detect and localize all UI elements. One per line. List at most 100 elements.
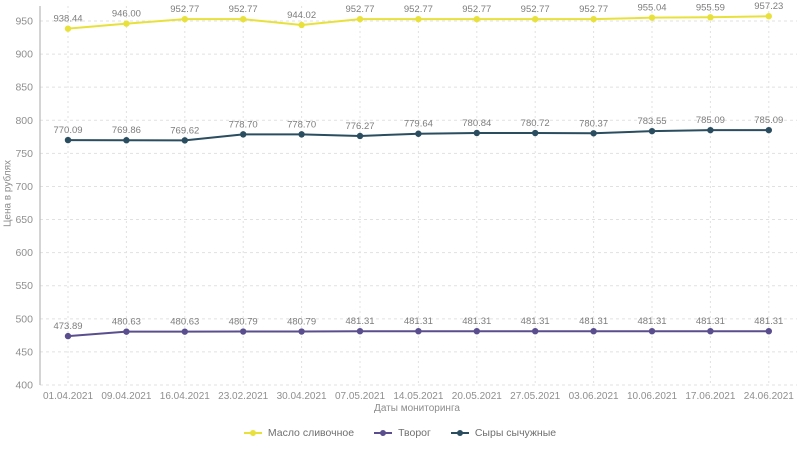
x-tick-label: 24.06.2021 bbox=[744, 391, 794, 402]
legend-item-rennet-cheese[interactable]: Сыры сычужные bbox=[450, 427, 557, 439]
data-point-label: 770.09 bbox=[53, 125, 82, 136]
y-tick-label: 500 bbox=[15, 313, 33, 325]
data-point-label: 480.63 bbox=[112, 317, 141, 328]
data-point-label: 955.04 bbox=[637, 3, 666, 14]
data-point-label: 783.55 bbox=[637, 116, 666, 127]
y-tick-label: 850 bbox=[15, 82, 33, 94]
y-tick-label: 450 bbox=[15, 346, 33, 358]
data-point-marker bbox=[64, 332, 72, 340]
data-point-marker bbox=[181, 328, 188, 335]
y-axis-title: Цена в рублях bbox=[2, 160, 14, 228]
data-point-label: 769.62 bbox=[170, 125, 199, 136]
data-point-marker bbox=[123, 137, 130, 144]
data-point-marker bbox=[765, 126, 772, 134]
data-point-marker bbox=[532, 15, 539, 23]
data-point-marker bbox=[240, 15, 247, 23]
x-tick-label: 07.05.2021 bbox=[335, 391, 385, 402]
plot-area: 400 450 500 550 600 650 700 750 800 850 900 950 01.0… bbox=[15, 1, 797, 402]
data-point-label: 769.86 bbox=[112, 125, 141, 136]
legend-marker-cottage-cheese-icon bbox=[374, 430, 393, 436]
data-point-marker bbox=[181, 137, 188, 144]
data-point-marker bbox=[473, 327, 480, 335]
data-point-label: 955.59 bbox=[696, 2, 725, 13]
x-axis-title: Даты мониторинга bbox=[374, 403, 460, 414]
data-point-marker bbox=[707, 327, 714, 335]
data-point-marker bbox=[648, 14, 656, 21]
data-point-marker bbox=[240, 131, 247, 138]
data-point-marker bbox=[590, 327, 597, 335]
data-point-label: 481.31 bbox=[637, 316, 666, 327]
data-point-marker bbox=[473, 15, 480, 23]
legend-item-cottage-cheese[interactable]: Творог bbox=[374, 427, 431, 439]
legend-marker-rennet-cheese-icon bbox=[450, 430, 469, 436]
data-point-label: 944.02 bbox=[287, 10, 316, 21]
data-point-marker bbox=[64, 136, 72, 144]
data-point-marker bbox=[240, 328, 247, 335]
data-point-marker bbox=[298, 21, 305, 29]
y-tick-label: 750 bbox=[15, 148, 33, 160]
data-point-marker bbox=[590, 130, 597, 137]
data-point-marker bbox=[123, 20, 130, 27]
y-tick-label: 550 bbox=[15, 280, 33, 292]
x-tick-label: 16.04.2021 bbox=[160, 391, 210, 402]
data-point-label: 785.09 bbox=[754, 115, 783, 126]
data-point-label: 952.77 bbox=[404, 4, 433, 15]
data-point-marker bbox=[298, 131, 305, 138]
data-point-label: 952.77 bbox=[170, 4, 199, 15]
data-point-label: 780.84 bbox=[462, 118, 491, 129]
data-point-label: 946.00 bbox=[112, 9, 141, 20]
data-point-marker bbox=[532, 129, 539, 137]
x-tick-label: 23.02.2021 bbox=[218, 391, 268, 402]
data-point-label: 957.23 bbox=[754, 1, 783, 12]
x-tick-label: 01.04.2021 bbox=[43, 391, 93, 402]
y-tick-label: 400 bbox=[15, 380, 33, 392]
legend-label-rennet-cheese: Сыры сычужные bbox=[474, 427, 557, 439]
y-tick-label: 900 bbox=[15, 49, 33, 61]
legend-item-butter[interactable]: Масло сливочное bbox=[243, 427, 355, 439]
data-point-marker bbox=[473, 129, 480, 137]
x-tick-label: 14.05.2021 bbox=[393, 391, 443, 402]
data-point-marker bbox=[356, 132, 364, 140]
data-point-marker bbox=[415, 327, 422, 335]
x-tick-label: 30.04.2021 bbox=[277, 391, 327, 402]
x-tick-label: 17.06.2021 bbox=[685, 391, 735, 402]
data-point-label: 481.31 bbox=[696, 316, 725, 327]
data-point-label: 481.31 bbox=[404, 316, 433, 327]
data-point-marker bbox=[123, 328, 130, 335]
data-point-label: 480.79 bbox=[229, 317, 258, 328]
data-point-label: 480.63 bbox=[170, 317, 199, 328]
data-point-marker bbox=[648, 127, 656, 135]
data-point-label: 778.70 bbox=[287, 119, 316, 130]
data-point-label: 779.64 bbox=[404, 119, 433, 130]
data-point-label: 785.09 bbox=[696, 115, 725, 126]
data-point-marker bbox=[356, 327, 364, 335]
data-point-label: 780.72 bbox=[521, 118, 550, 129]
data-point-label: 481.31 bbox=[462, 316, 491, 327]
legend: Масло сливочное Творог Сыры сычужные bbox=[0, 427, 800, 439]
data-point-label: 481.31 bbox=[754, 316, 783, 327]
data-point-label: 952.77 bbox=[521, 4, 550, 15]
data-point-label: 952.77 bbox=[462, 4, 491, 15]
data-point-marker bbox=[64, 25, 72, 32]
x-tick-label: 10.06.2021 bbox=[627, 391, 677, 402]
data-point-label: 481.31 bbox=[521, 316, 550, 327]
data-point-label: 952.77 bbox=[579, 4, 608, 15]
legend-label-cottage-cheese: Творог bbox=[398, 427, 431, 439]
data-point-marker bbox=[356, 15, 364, 23]
y-tick-label: 950 bbox=[15, 16, 33, 28]
data-point-marker bbox=[765, 13, 772, 20]
legend-marker-butter-icon bbox=[243, 430, 262, 436]
data-point-marker bbox=[648, 327, 656, 335]
y-tick-label: 800 bbox=[15, 115, 33, 127]
data-point-label: 473.89 bbox=[53, 321, 82, 332]
data-point-marker bbox=[532, 327, 539, 335]
data-point-marker bbox=[298, 328, 305, 335]
x-tick-label: 09.04.2021 bbox=[101, 391, 151, 402]
data-point-label: 952.77 bbox=[345, 4, 374, 15]
data-point-label: 481.31 bbox=[579, 316, 608, 327]
legend-label-butter: Масло сливочное bbox=[267, 427, 355, 439]
data-point-label: 778.70 bbox=[229, 119, 258, 130]
x-tick-label: 27.05.2021 bbox=[510, 391, 560, 402]
data-point-marker bbox=[590, 15, 597, 23]
